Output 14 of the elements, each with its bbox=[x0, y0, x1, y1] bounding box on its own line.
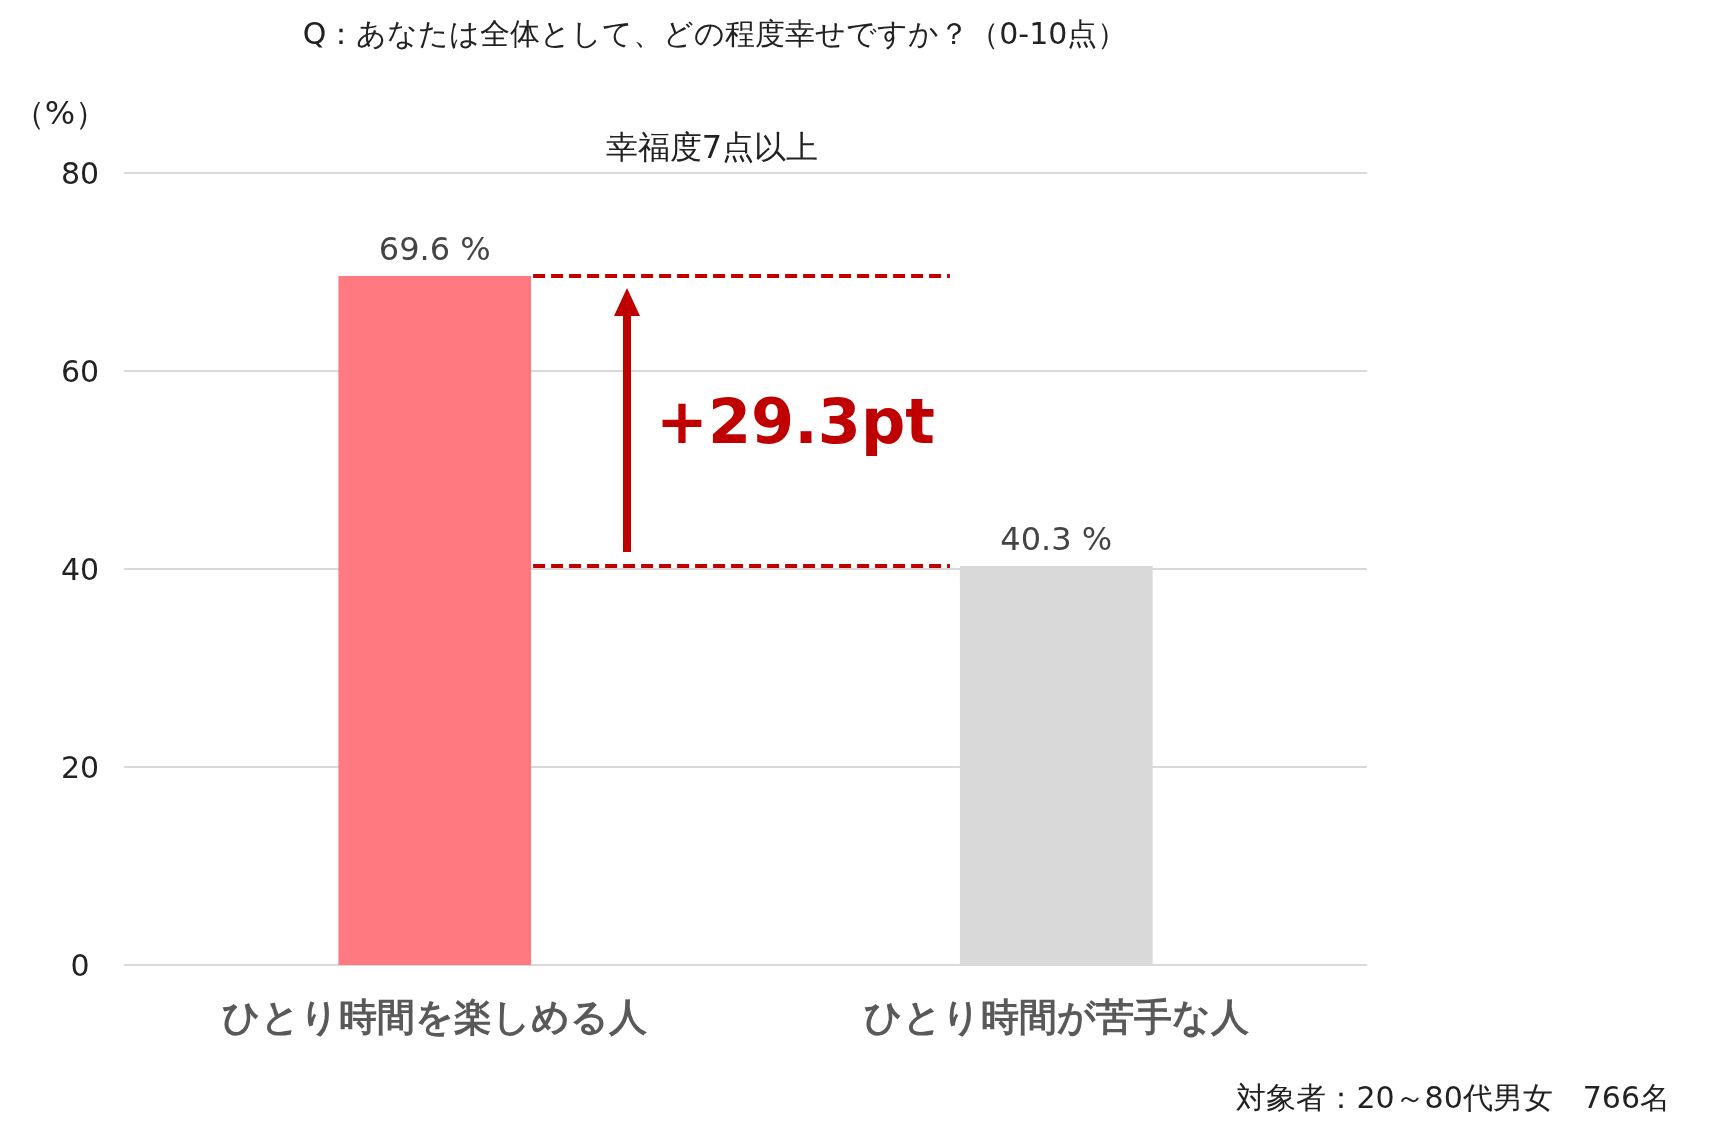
y-tick-label: 0 bbox=[70, 948, 90, 983]
annotation: +29.3pt bbox=[656, 384, 935, 458]
text: 対象者：20～80代男女 766名 bbox=[1236, 1080, 1670, 1115]
y-tick-label: 40 bbox=[60, 552, 100, 587]
y-axis-title: （%） bbox=[12, 94, 108, 132]
x-tick-label: ひとり時間が苦手な人 bbox=[863, 995, 1249, 1039]
y-tick-label: 20 bbox=[60, 750, 100, 785]
y-tick-label: 80 bbox=[60, 156, 100, 191]
chart-title: Q：あなたは全体として、どの程度幸せですか？（0-10点） bbox=[302, 16, 1128, 51]
y-tick-label: 60 bbox=[60, 354, 100, 389]
x-tick-label: ひとり時間を楽しめる人 bbox=[222, 995, 648, 1039]
data-label: 40.3 % bbox=[1000, 520, 1113, 559]
data-label: 69.6 % bbox=[378, 229, 491, 268]
chart-subtitle: 幸福度7点以上 bbox=[605, 128, 819, 166]
